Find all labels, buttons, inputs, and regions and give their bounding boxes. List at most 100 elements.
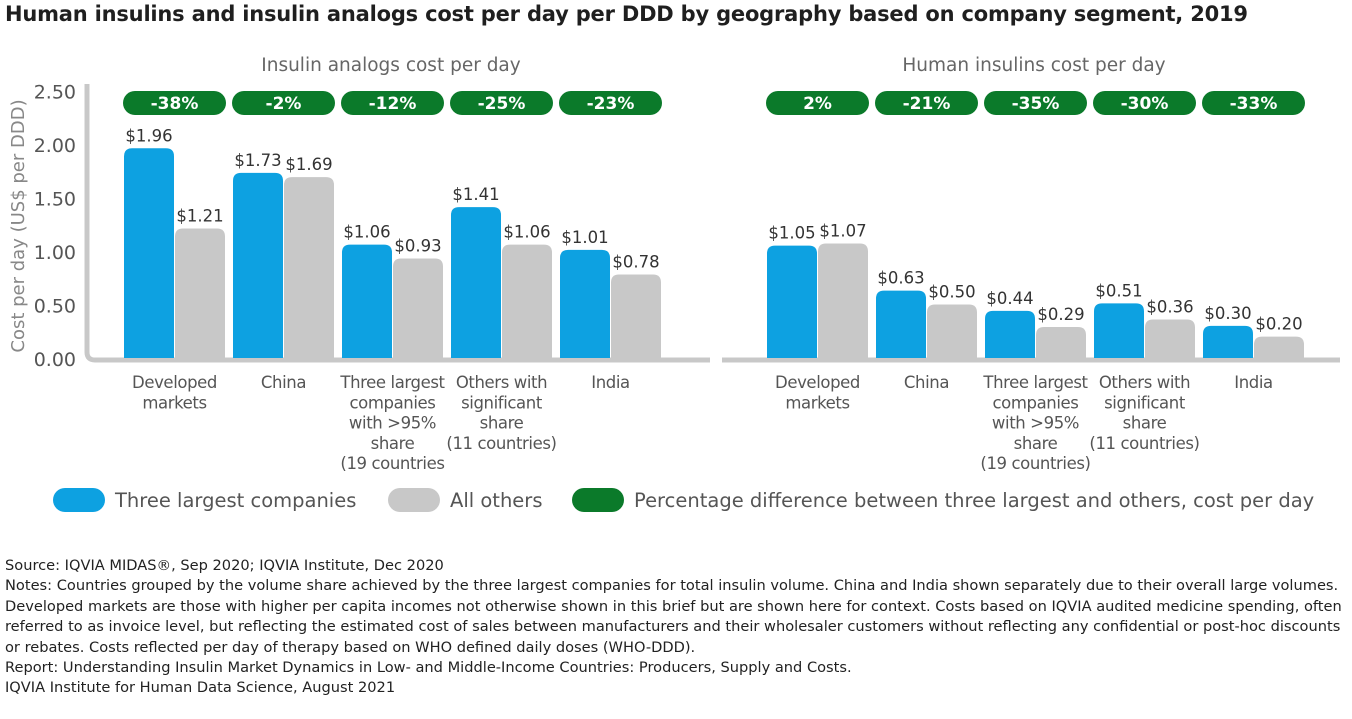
bar-three-largest: [124, 148, 174, 358]
chart-title: Human insulins and insulin analogs cost …: [5, 2, 1248, 26]
pct-diff-pill: [341, 91, 444, 115]
bar-value-label: $1.06: [343, 223, 390, 242]
legend-item-all-others: All others: [388, 485, 542, 515]
bar-value-label: $0.44: [986, 289, 1033, 308]
bar-three-largest: [876, 290, 926, 358]
category-label: share: [371, 434, 415, 453]
bar-value-label: $0.78: [612, 253, 659, 272]
category-label: China: [261, 373, 306, 392]
category-label: Three largest: [339, 373, 445, 392]
legend-swatch-pct-diff: [572, 488, 624, 512]
bar-three-largest: [233, 172, 283, 358]
bar-value-label: $1.69: [285, 155, 332, 174]
category-label: (11 countries): [1089, 434, 1199, 453]
bar-all-others: [393, 258, 443, 358]
legend-swatch-all-others: [388, 488, 440, 512]
category-label: share: [480, 414, 524, 433]
bar-three-largest: [1203, 325, 1253, 358]
panel-title: Insulin analogs cost per day: [261, 55, 521, 76]
category-label: share: [1014, 434, 1058, 453]
pct-diff-pill: [123, 91, 226, 115]
category-label: with >95%: [349, 414, 436, 433]
category-label: Developed: [775, 373, 860, 392]
bar-all-others: [502, 244, 552, 358]
pct-diff-label: -38%: [151, 94, 199, 114]
category-label: markets: [785, 393, 849, 412]
category-label: significant: [461, 393, 543, 412]
y-tick-label: 2.00: [34, 135, 76, 157]
bar-value-label: $0.63: [877, 269, 924, 288]
bar-value-label: $0.50: [928, 283, 975, 302]
pct-diff-label: -23%: [587, 94, 635, 114]
pct-diff-pill: [450, 91, 553, 115]
bar-value-label: $1.21: [176, 207, 223, 226]
bar-value-label: $0.29: [1037, 305, 1084, 324]
bar-value-label: $1.05: [768, 224, 815, 243]
pct-diff-pill: [232, 91, 335, 115]
y-axis-title: Cost per day (US$ per DDD): [8, 99, 29, 352]
pct-diff-label: -30%: [1121, 94, 1169, 114]
pct-diff-label: -21%: [903, 94, 951, 114]
bar-value-label: $0.30: [1204, 304, 1251, 323]
category-label: (19 countries: [340, 454, 444, 473]
bar-value-label: $1.73: [234, 151, 281, 170]
footer: Source: IQVIA MIDAS®, Sep 2020; IQVIA In…: [5, 556, 1347, 699]
pct-diff-label: -35%: [1012, 94, 1060, 114]
category-label: India: [591, 373, 630, 392]
category-label: India: [1234, 373, 1273, 392]
y-tick-label: 1.50: [34, 189, 76, 211]
pct-diff-pill: [875, 91, 978, 115]
legend-label-three-largest: Three largest companies: [115, 488, 357, 512]
category-label: Three largest: [982, 373, 1088, 392]
category-label: Others with: [1099, 373, 1190, 392]
bar-all-others: [1036, 326, 1086, 358]
bar-three-largest: [342, 244, 392, 358]
bar-value-label: $0.51: [1095, 281, 1142, 300]
bar-value-label: $1.06: [503, 223, 550, 242]
bar-value-label: $1.01: [561, 228, 608, 247]
category-label: (11 countries): [446, 434, 556, 453]
bar-value-label: $0.20: [1255, 315, 1302, 334]
category-label: companies: [349, 393, 435, 412]
bar-value-label: $0.36: [1146, 297, 1193, 316]
bar-value-label: $0.93: [394, 236, 441, 255]
pct-diff-pill: [1093, 91, 1196, 115]
y-tick-label: 0.50: [34, 296, 76, 318]
pct-diff-label: -25%: [478, 94, 526, 114]
y-tick-label: 0.00: [34, 349, 76, 371]
category-label: markets: [142, 393, 206, 412]
bar-three-largest: [1094, 303, 1144, 358]
bar-all-others: [1254, 336, 1304, 358]
category-label: Developed: [132, 373, 217, 392]
pct-diff-label: -2%: [266, 94, 302, 114]
bar-three-largest: [560, 249, 610, 358]
bar-three-largest: [451, 207, 501, 358]
legend-swatch-three-largest: [53, 488, 105, 512]
category-label: (19 countries): [980, 454, 1090, 473]
bar-value-label: $1.41: [452, 185, 499, 204]
source-note: Source: IQVIA MIDAS®, Sep 2020; IQVIA In…: [5, 557, 444, 574]
legend-label-all-others: All others: [450, 488, 543, 512]
category-label: with >95%: [992, 414, 1079, 433]
category-label: significant: [1104, 393, 1186, 412]
notes: Notes: Countries grouped by the volume s…: [5, 577, 1342, 656]
pct-diff-label: -33%: [1230, 94, 1278, 114]
y-tick-label: 2.50: [34, 82, 76, 104]
legend-item-three-largest: Three largest companies: [53, 485, 356, 515]
pct-diff-pill: [766, 91, 869, 115]
category-label: companies: [992, 393, 1078, 412]
bar-three-largest: [767, 245, 817, 358]
report-note: Report: Understanding Insulin Market Dyn…: [5, 659, 852, 677]
bar-all-others: [927, 304, 977, 358]
bar-three-largest: [985, 310, 1035, 358]
pct-diff-label: -12%: [369, 94, 417, 114]
pct-diff-pill: [559, 91, 662, 115]
category-label: Others with: [456, 373, 547, 392]
category-label: share: [1123, 414, 1167, 433]
institute-note: IQVIA Institute for Human Data Science, …: [5, 679, 396, 697]
pct-diff-pill: [1202, 91, 1305, 115]
bar-all-others: [611, 274, 661, 358]
bar-all-others: [175, 228, 225, 358]
axis-line: [84, 84, 710, 363]
